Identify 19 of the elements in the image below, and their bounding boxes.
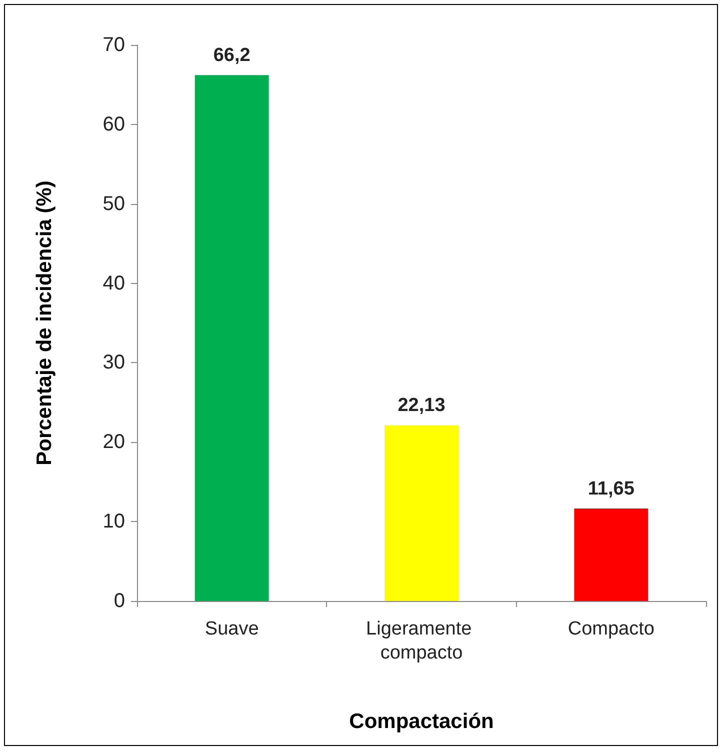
y-tick-label: 60 xyxy=(102,113,125,136)
y-tick-label: 30 xyxy=(102,352,125,374)
data-label: 66,2 xyxy=(213,45,250,66)
x-axis-title: Compactación xyxy=(349,710,494,733)
y-tick-label: 0 xyxy=(114,590,125,612)
y-tick-label: 20 xyxy=(102,431,125,454)
y-tick-label: 10 xyxy=(102,510,125,533)
x-tick-label: Ligeramente compacto xyxy=(366,618,477,664)
y-tick-label: 70 xyxy=(102,34,125,56)
x-tick-label: Suave xyxy=(204,618,259,640)
x-tick-label: Compacto xyxy=(568,618,654,640)
data-label: 11,65 xyxy=(588,478,635,500)
data-label: 22,13 xyxy=(398,395,446,416)
bar xyxy=(194,75,269,601)
y-axis-title: Porcentaje de incidencia (%) xyxy=(33,180,56,466)
y-tick-label: 40 xyxy=(102,272,125,294)
y-tick-label: 50 xyxy=(102,192,125,215)
bar xyxy=(384,425,458,601)
bar xyxy=(574,508,648,601)
